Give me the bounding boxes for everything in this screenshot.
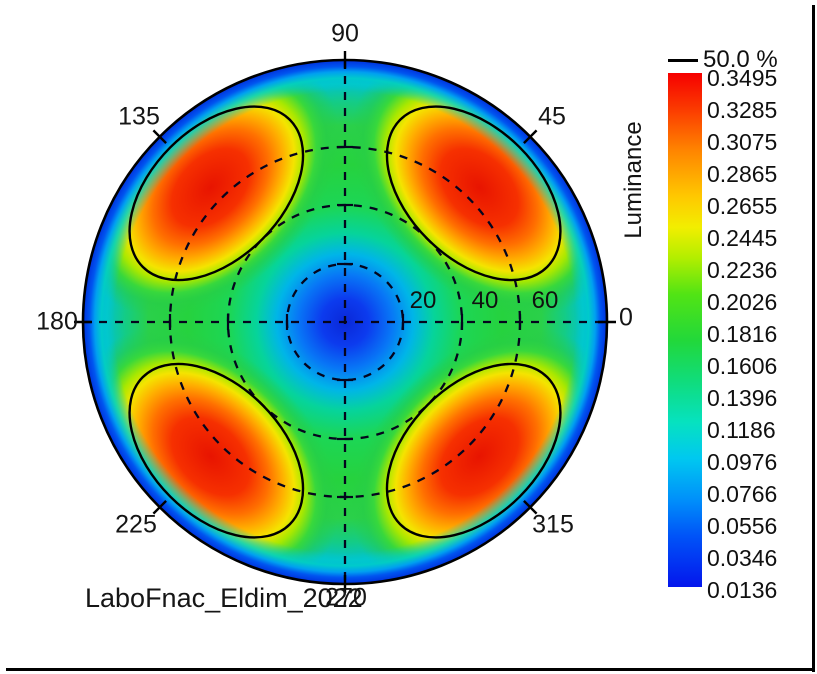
colorbar-tick: 0.2865 bbox=[707, 161, 778, 187]
colorbar-tick: 0.2026 bbox=[707, 289, 778, 315]
colorbar-tick: 0.1606 bbox=[707, 353, 778, 379]
colorbar-tick: 0.2236 bbox=[707, 257, 778, 283]
colorbar-tick: 0.0136 bbox=[707, 577, 778, 603]
radius-ticks bbox=[168, 145, 522, 499]
colorbar-tick: 0.1396 bbox=[707, 385, 778, 411]
colorbar-tick: 0.3285 bbox=[707, 97, 778, 123]
colorbar-tick: 0.3075 bbox=[707, 129, 778, 155]
colorbar-tick: 0.0766 bbox=[707, 481, 778, 507]
colorbar-gradient bbox=[668, 73, 702, 587]
contour-legend-line bbox=[668, 59, 698, 62]
outer-circle bbox=[81, 58, 609, 586]
radius-label-20: 20 bbox=[409, 287, 437, 314]
angle-label-180: 180 bbox=[36, 307, 78, 336]
colorbar-tick: 0.0976 bbox=[707, 449, 778, 475]
angle-label-45: 45 bbox=[538, 102, 566, 131]
contour-legend-value: 50.0 % bbox=[703, 46, 778, 73]
angle-label-225: 225 bbox=[115, 510, 157, 539]
plot-caption: LaboFnac_Eldim_2022 bbox=[85, 583, 363, 613]
colorbar-title: Luminance bbox=[620, 121, 647, 239]
colorbar-tick: 0.2655 bbox=[707, 193, 778, 219]
colorbar-tick: 0.0556 bbox=[707, 513, 778, 539]
radius-label-40: 40 bbox=[471, 287, 499, 314]
radius-label-60: 60 bbox=[531, 287, 559, 314]
angle-label-270: 270 bbox=[325, 583, 367, 612]
colorbar-tick: 0.1186 bbox=[707, 417, 776, 443]
colorbar-tick: 0.3495 bbox=[707, 65, 778, 91]
angle-label-135: 135 bbox=[118, 102, 160, 131]
colorbar-tick: 0.1816 bbox=[707, 321, 778, 347]
angle-label-90: 90 bbox=[331, 19, 359, 48]
contour-50-percent bbox=[128, 105, 562, 539]
colorbar-tick: 0.0346 bbox=[707, 545, 778, 571]
angle-label-0: 0 bbox=[619, 303, 633, 332]
window-border-right bbox=[812, 5, 815, 672]
angle-label-315: 315 bbox=[532, 510, 574, 539]
colorbar-tick: 0.2445 bbox=[707, 225, 778, 251]
window-border-bottom bbox=[6, 668, 815, 671]
